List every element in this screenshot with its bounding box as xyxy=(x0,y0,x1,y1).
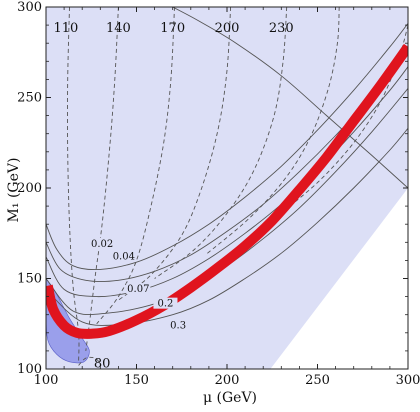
contour-label-0.04: 0.04 xyxy=(113,252,135,263)
x-tick-label-150: 150 xyxy=(124,373,149,388)
x-axis-title: μ (GeV) xyxy=(203,390,257,406)
mass-label-230: 230 xyxy=(269,21,294,36)
allowed-region xyxy=(46,7,408,369)
y-tick-label-250: 250 xyxy=(17,91,42,106)
contour-label-0.3: 0.3 xyxy=(170,320,186,331)
mass-label-200: 200 xyxy=(215,21,240,36)
x-tick-label-300: 300 xyxy=(396,373,420,388)
y-tick-label-100: 100 xyxy=(17,362,42,377)
dashed-contour-1 xyxy=(85,7,119,351)
x-tick-label-100: 100 xyxy=(34,373,59,388)
label-bg-2 xyxy=(126,283,151,295)
solid-contour-5 xyxy=(172,7,408,189)
dashed-contour-4 xyxy=(154,7,288,279)
dashed-contour-2 xyxy=(96,7,175,325)
dashed-contour-0 xyxy=(67,7,80,362)
solid-contour-2 xyxy=(46,66,408,298)
y-axis-title: M₁ (GeV) xyxy=(6,158,22,223)
mass-label-140: 140 xyxy=(106,21,131,36)
x-tick-label-200: 200 xyxy=(215,373,240,388)
solid-contour-1 xyxy=(46,50,408,282)
label-bg-4 xyxy=(166,319,191,331)
relic-density-band xyxy=(46,43,408,339)
x-tick-label-250: 250 xyxy=(305,373,330,388)
y-tick-label-200: 200 xyxy=(17,181,42,196)
label-bg-0 xyxy=(90,237,115,249)
solid-contour-0 xyxy=(46,22,408,271)
shaded-blob xyxy=(46,277,90,364)
mass-label-80: 80 xyxy=(94,357,111,372)
dashed-contour-5 xyxy=(205,7,340,256)
label-bg-3 xyxy=(153,297,178,309)
label-bg-1 xyxy=(111,250,136,262)
mass-label-110: 110 xyxy=(53,21,78,36)
contour-label-0.2: 0.2 xyxy=(158,299,174,310)
dashed-contour-7 xyxy=(78,356,101,366)
contour-label-0.07: 0.07 xyxy=(127,284,149,295)
dashed-contour-3 xyxy=(118,7,232,301)
y-tick-label-150: 150 xyxy=(17,272,42,287)
mass-label-170: 170 xyxy=(160,21,185,36)
y-tick-label-300: 300 xyxy=(17,0,42,15)
contour-label-0.02: 0.02 xyxy=(91,239,113,250)
